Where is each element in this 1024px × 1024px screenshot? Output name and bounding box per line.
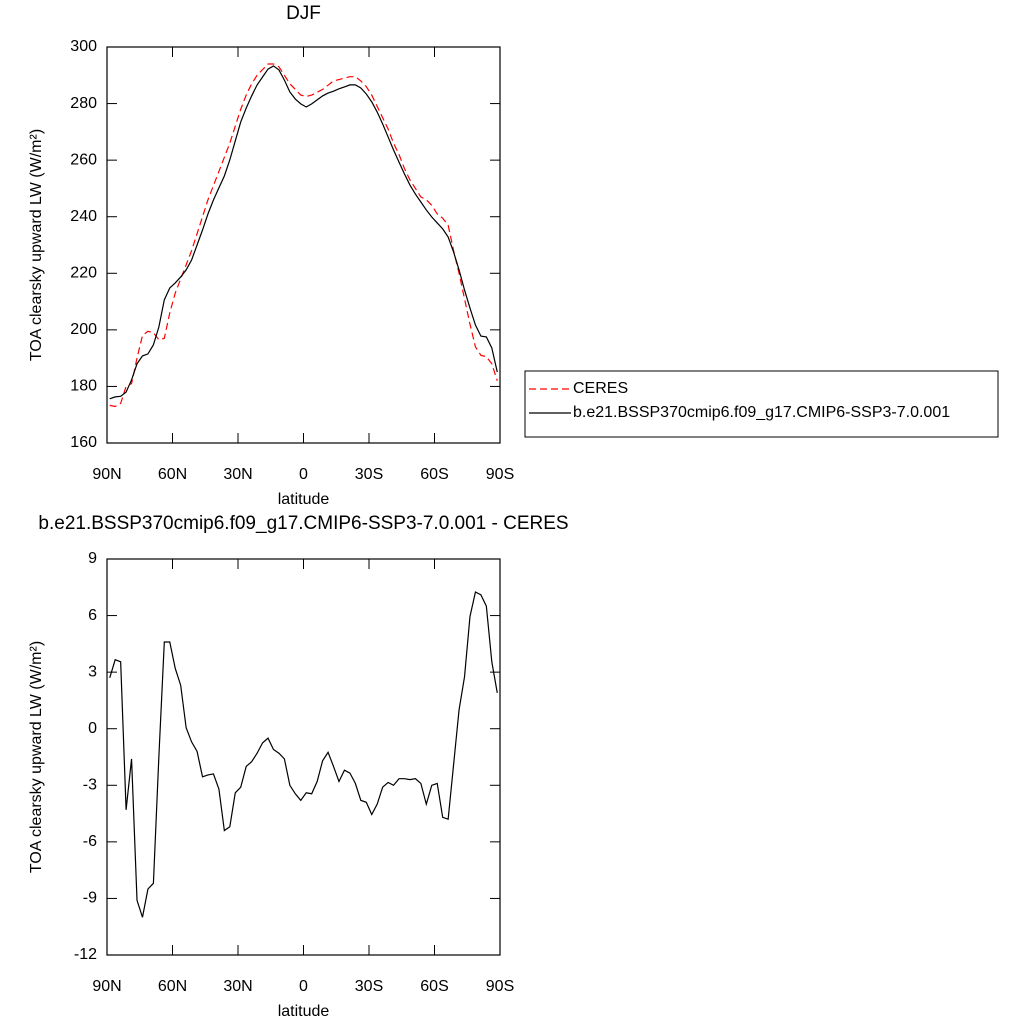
x-tick-label: 30S <box>355 466 383 483</box>
y-tick-label: -3 <box>83 777 97 794</box>
x-tick-label: 0 <box>299 466 308 483</box>
x-tick-label: 60N <box>158 978 187 995</box>
plot-frame <box>106 46 501 444</box>
y-tick-label: 200 <box>70 321 97 338</box>
x-tick-label: 90N <box>92 978 121 995</box>
x-tick-label: 90S <box>486 978 514 995</box>
x-tick-label: 60S <box>420 978 448 995</box>
y-tick-label: 180 <box>70 378 97 395</box>
x-tick-label: 0 <box>299 978 308 995</box>
x-tick-label: 30N <box>223 466 252 483</box>
x-tick-label: 30S <box>355 978 383 995</box>
data-line <box>109 591 498 918</box>
y-tick-label: 260 <box>70 151 97 168</box>
y-tick-label: -9 <box>83 890 97 907</box>
plot-frame <box>106 558 501 956</box>
x-tick-label: 90N <box>92 466 121 483</box>
y-tick-label: 0 <box>88 720 97 737</box>
x-tick-label: 60S <box>420 466 448 483</box>
y-axis-label: TOA clearsky upward LW (W/m²) <box>28 129 45 361</box>
x-axis-label: latitude <box>278 1003 330 1020</box>
y-tick-label: 3 <box>88 663 97 680</box>
x-tick-label: 30N <box>223 978 252 995</box>
chart-title: b.e21.BSSP370cmip6.f09_g17.CMIP6-SSP3-7.… <box>38 513 568 534</box>
legend-label: b.e21.BSSP370cmip6.f09_g17.CMIP6-SSP3-7.… <box>573 404 950 421</box>
y-tick-label: 220 <box>70 265 97 282</box>
x-tick-label: 90S <box>486 466 514 483</box>
legend-box <box>524 370 999 438</box>
y-tick-label: -6 <box>83 833 97 850</box>
y-tick-label: 9 <box>88 550 97 567</box>
legend-label: CERES <box>573 380 628 397</box>
y-tick-label: 280 <box>70 95 97 112</box>
y-axis-label: TOA clearsky upward LW (W/m²) <box>28 641 45 873</box>
y-tick-label: 6 <box>88 607 97 624</box>
y-tick-label: 300 <box>70 38 97 55</box>
y-tick-label: 160 <box>70 434 97 451</box>
x-axis-label: latitude <box>278 491 330 508</box>
chart-title: DJF <box>286 3 321 24</box>
data-line <box>109 65 498 400</box>
y-tick-label: 240 <box>70 208 97 225</box>
x-tick-label: 60N <box>158 466 187 483</box>
data-line <box>109 63 498 408</box>
y-tick-label: -12 <box>74 946 97 963</box>
